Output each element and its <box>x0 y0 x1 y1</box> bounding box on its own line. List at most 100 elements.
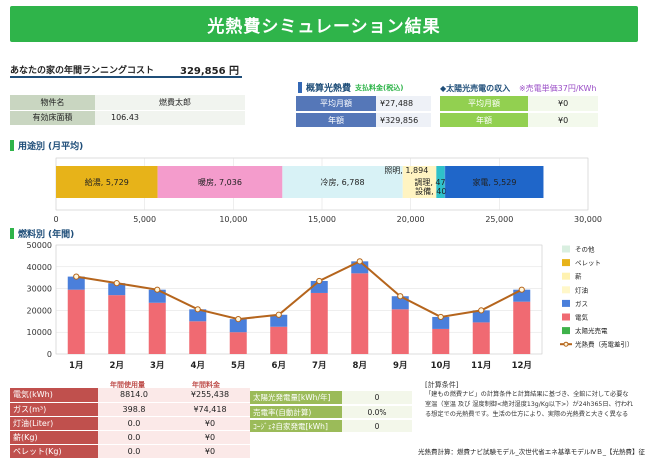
table-row: 売電率(自動計算) 0.0% <box>250 405 412 420</box>
usage-section-header: 用途別 (月平均) <box>10 139 83 152</box>
fuel-cost: ¥74,418 <box>170 402 250 417</box>
legend-label: 太陽光売電 <box>575 326 608 335</box>
fuel-bar-segment <box>189 309 207 322</box>
fuel-bar-segment <box>148 289 166 303</box>
fuel-amount: 0.0 <box>98 444 170 459</box>
floor-area-value: 106.43 <box>95 110 245 126</box>
annual-cost-label: あなたの家の年間ランニングコスト <box>10 65 155 76</box>
fuel-section-unit: (年間) <box>48 230 75 240</box>
conditions-table: 太陽光発電量[kWh/年] 0 売電率(自動計算) 0.0% ｺｰｼﾞｪﾈ自家発電[kW… <box>250 391 412 434</box>
fuel-x-tick-label: 2月 <box>110 361 124 371</box>
annual-cost-row: あなたの家の年間ランニングコスト 329,856 円 <box>10 62 242 78</box>
fuel-y-tick-label: 50000 <box>27 241 52 250</box>
condition-value: 0 <box>342 391 412 406</box>
fuel-section-title: 燃料別 <box>18 230 46 240</box>
fuel-section-header: 燃料別 (年間) <box>10 227 74 240</box>
condition-value: 0.0% <box>342 405 412 420</box>
fuel-bar-segment <box>310 280 328 293</box>
fuel-bar-segment <box>229 332 247 354</box>
fuel-bar-segment <box>189 321 207 354</box>
legend-label: 光熱費（売電差引） <box>575 340 634 349</box>
fuel-label: ペレット(Kg) <box>10 444 98 459</box>
fuel-y-tick-label: 0 <box>47 350 52 359</box>
usage-data-label: 冷房, 6,788 <box>321 177 365 187</box>
table-row: 有効床面積 106.43 <box>10 110 245 126</box>
fuel-line-point <box>437 313 444 321</box>
usage-x-tick-label: 30,000 <box>574 215 602 224</box>
fuel-bar-segment <box>513 289 531 302</box>
table-row: 灯油(Liter) 0.0 ¥0 <box>10 416 250 431</box>
usage-bar-segment <box>56 166 158 198</box>
cost-header-sub: 支払料金(税込) <box>355 83 404 92</box>
fuel-line-point <box>478 307 485 314</box>
table-row: 太陽光発電量[kWh/年] 0 <box>250 391 412 406</box>
fuel-bar-segment <box>513 301 531 354</box>
fuel-cost: ¥255,438 <box>170 388 250 403</box>
fuel-x-tick-label: 5月 <box>231 361 245 371</box>
legend-swatch <box>562 313 570 321</box>
fuel-x-tick-label: 7月 <box>312 361 326 371</box>
condition-label: 売電率(自動計算) <box>250 405 342 420</box>
legend-label: その他 <box>575 245 595 254</box>
solar-monthly-value: ¥0 <box>528 96 598 113</box>
table-row: ペレット(Kg) 0.0 ¥0 <box>10 444 250 459</box>
fuel-bar-segment <box>270 314 288 327</box>
usage-section-unit: (月平均) <box>48 142 84 152</box>
fuel-cost: ¥0 <box>170 444 250 459</box>
fuel-bar-segment <box>67 289 85 354</box>
fuel-bar-segment <box>229 319 247 333</box>
cost-monthly-label: 平均月額 <box>296 96 376 113</box>
fuel-bar-segment <box>108 283 126 296</box>
fuel-bar-segment <box>472 310 490 323</box>
legend-label: ガス <box>575 299 588 308</box>
fuel-x-tick-label: 8月 <box>353 361 367 371</box>
fuel-amount: 0.0 <box>98 416 170 431</box>
solar-header-note: ※売電単価37円/KWh <box>518 84 597 93</box>
calc-line: る想定での光熱費です。生活の仕方により、実際の光熱費と大きく異なる <box>425 411 629 418</box>
fuel-line-point <box>316 277 323 285</box>
usage-data-label: 暖房, 7,036 <box>198 177 242 187</box>
fuel-line-point <box>113 280 120 287</box>
fuel-label: 薪(Kg) <box>10 430 98 445</box>
calc-title: [計算条件] <box>425 381 459 389</box>
floor-area-label: 有効床面積 <box>10 110 95 126</box>
fuel-x-tick-label: 9月 <box>393 361 407 371</box>
fuel-cost-header: 年間料金 <box>192 381 220 389</box>
usage-bar-segment <box>444 166 446 198</box>
table-row: ｺｰｼﾞｪﾈ自家発電[kWh] 0 <box>250 419 412 434</box>
legend-swatch <box>562 299 570 307</box>
fuel-bar-segment <box>108 295 126 354</box>
cost-header-title: 概算光熱費 <box>306 84 352 94</box>
fuel-line-point <box>154 286 161 293</box>
usage-x-tick-label: 10,000 <box>219 215 247 224</box>
fuel-label: 電気(kWh) <box>10 388 98 403</box>
usage-data-label: 設備, 40 <box>415 186 446 196</box>
cost-annual-value: ¥329,856 <box>376 112 431 129</box>
fuel-label: ガス(m³) <box>10 402 98 417</box>
condition-value: 0 <box>342 419 412 434</box>
fuel-chart: 0 10000 20000 30000 40000 50000 1月 2月 3月 4月 5月 6月 7月… <box>27 241 634 371</box>
legend-swatch <box>562 286 570 294</box>
usage-x-tick-label: 15,000 <box>308 215 336 224</box>
table-row: 年額 ¥329,856 <box>296 112 431 129</box>
usage-x-tick-label: 5,000 <box>133 215 156 224</box>
usage-bar-segment <box>282 166 403 198</box>
usage-data-label: 調理, 473 <box>414 177 450 187</box>
table-row: 物件名 燃費太郎 <box>10 95 245 111</box>
cost-monthly-value: ¥27,488 <box>376 96 431 113</box>
fuel-bar-segment <box>472 322 490 354</box>
cost-annual-label: 年額 <box>296 112 376 129</box>
fuel-cost: ¥0 <box>170 416 250 431</box>
page-title: 光熱費シミュレーション結果 <box>207 16 441 37</box>
fuel-line-point <box>73 273 80 280</box>
cost-table: 平均月額 ¥27,488 年額 ¥329,856 <box>296 96 431 129</box>
fuel-y-tick-label: 30000 <box>27 285 52 294</box>
footnote: 光熱費計算：燃費ナビ試験モデル_次世代省エネ基準モデルⅣＢ_【光熱費】征 <box>418 448 645 456</box>
solar-header: ◆太陽光売電の収入 ※売電単価37円/KWh <box>440 83 596 94</box>
fuel-bar-segment <box>351 261 369 274</box>
solar-header-title: ◆太陽光売電の収入 <box>440 84 511 93</box>
property-info-table: 物件名 燃費太郎 有効床面積 106.43 <box>10 95 245 126</box>
fuel-amount-header: 年間使用量 <box>110 381 145 389</box>
cost-header: 概算光熱費 支払料金(税込) <box>298 81 403 94</box>
page-title-banner: 光熱費シミュレーション結果 <box>10 6 638 42</box>
